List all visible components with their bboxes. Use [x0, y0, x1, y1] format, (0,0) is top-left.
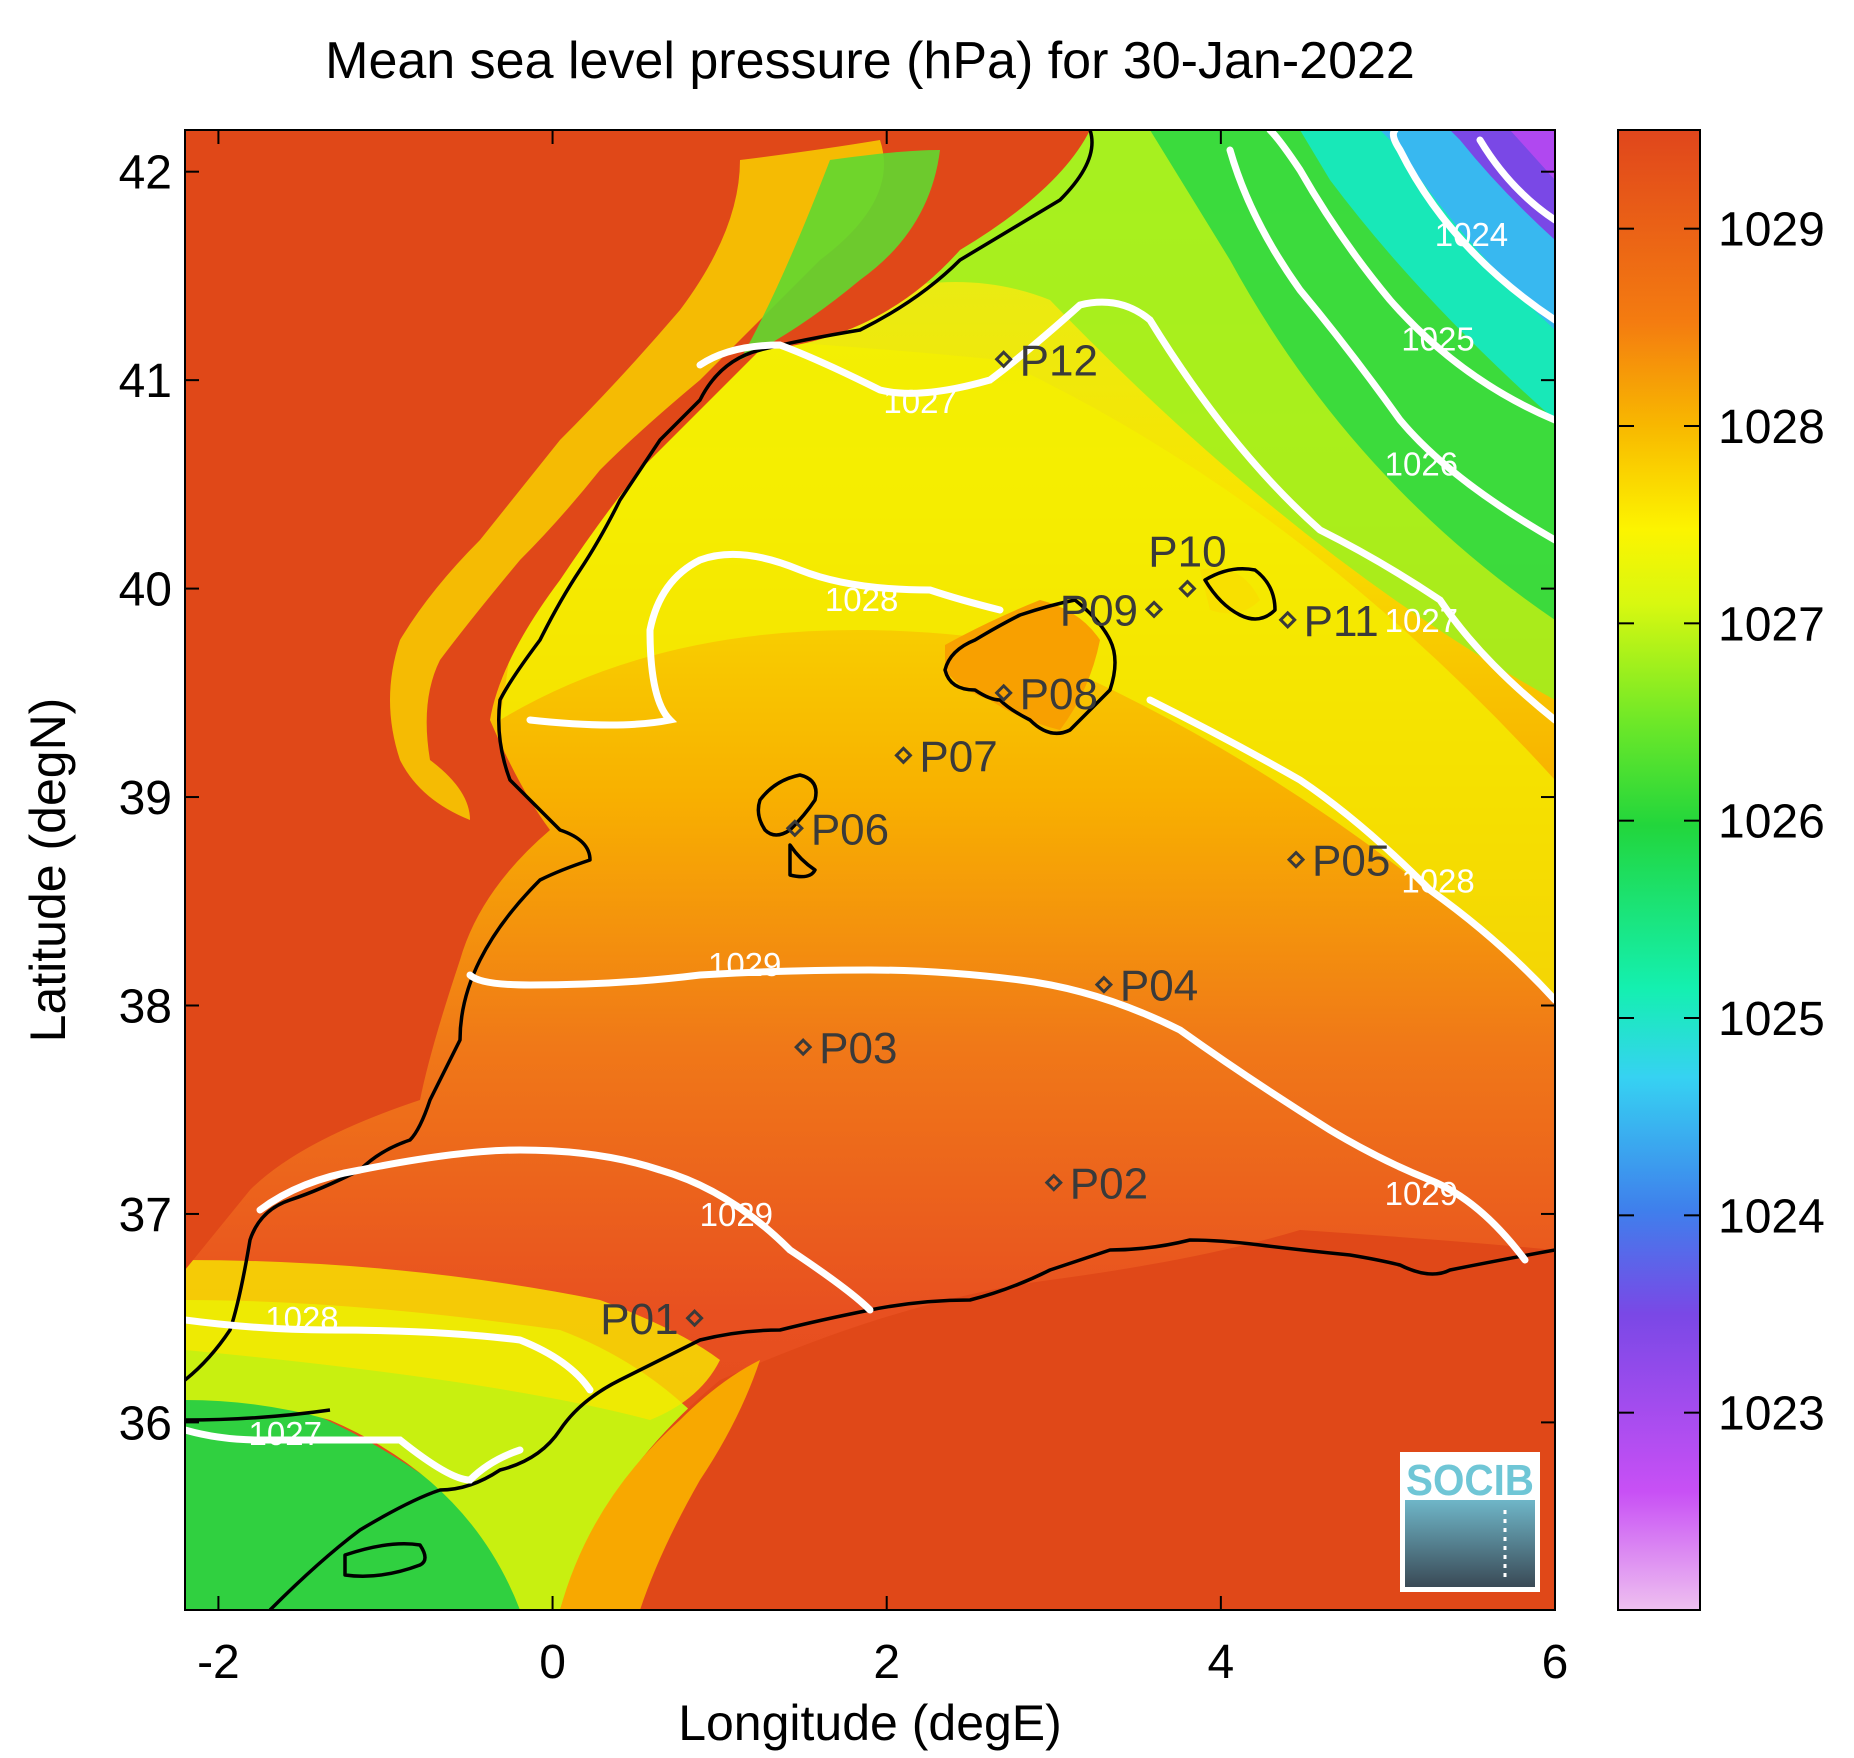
station-label: P06: [811, 805, 889, 854]
station-marker: [1178, 579, 1197, 598]
x-tick-label: 2: [873, 1636, 900, 1689]
station-marker: [1278, 610, 1297, 629]
colorbar-tick-label: 1025: [1718, 993, 1825, 1046]
station-marker: [1044, 1173, 1063, 1192]
plot-frame: [184, 129, 1556, 1611]
station-marker: [794, 1038, 813, 1057]
chart-title: Mean sea level pressure (hPa) for 30-Jan…: [325, 32, 1415, 90]
x-tick-label: 0: [539, 1636, 566, 1689]
contour-label: 1027: [1385, 602, 1458, 639]
station-label: P05: [1312, 837, 1390, 886]
station-marker: [785, 819, 804, 838]
colorbar-tick-label: 1028: [1718, 401, 1825, 454]
socib-logo-text: SOCIB: [1406, 1456, 1534, 1505]
contour-label: 1028: [825, 581, 898, 618]
station-label: P11: [1304, 597, 1379, 646]
station-label: P08: [1020, 670, 1098, 719]
x-axis-label: Longitude (degE): [678, 1695, 1062, 1751]
y-tick-label: 37: [119, 1189, 172, 1242]
y-tick-label: 39: [119, 772, 172, 825]
contour-label: 1028: [1401, 862, 1474, 899]
contour-label: 1028: [265, 1300, 338, 1337]
colorbar-tick-label: 1027: [1718, 598, 1825, 651]
y-tick-label: 40: [119, 564, 172, 617]
y-tick-label: 41: [119, 355, 172, 408]
colorbar-ticks: 1023 1024 1025 1026 1027 1028 1029: [1618, 204, 1825, 1441]
station-marker: [1286, 850, 1306, 869]
colorbar-tick-label: 1023: [1718, 1388, 1825, 1441]
contour-label: 1025: [1401, 320, 1474, 357]
station-marker: [894, 746, 913, 765]
x-axis-ticks: -2 0 2 4 6: [197, 130, 1568, 1689]
contour-label: 1026: [1385, 446, 1458, 483]
station-label: P09: [1060, 586, 1138, 635]
station-marker: [1094, 975, 1114, 994]
colorbar-tick-label: 1026: [1718, 796, 1825, 849]
contour-label: 1029: [700, 1196, 773, 1233]
pressure-field: [185, 130, 1555, 1610]
station-marker: [994, 683, 1013, 702]
contour-label: 1029: [708, 946, 781, 983]
station-label: P07: [919, 732, 997, 781]
contour-label: 1029: [1385, 1175, 1458, 1212]
y-tick-label: 38: [119, 980, 172, 1033]
station-label: P02: [1070, 1160, 1148, 1209]
colorbar-tick-label: 1029: [1718, 204, 1825, 257]
contour-label: 1024: [1435, 216, 1508, 253]
x-tick-label: -2: [197, 1636, 240, 1689]
y-axis-label: Latitude (degN): [20, 698, 76, 1043]
x-tick-label: 6: [1542, 1636, 1569, 1689]
isobar-contours: [185, 130, 1555, 1484]
socib-logo: SOCIB: [1400, 1452, 1540, 1592]
x-tick-label: 4: [1208, 1636, 1235, 1689]
colorbar: [1617, 129, 1701, 1611]
contour-label: 1027: [883, 383, 956, 420]
station-label: P01: [600, 1295, 678, 1344]
contour-label: 1027: [249, 1415, 322, 1452]
station-marker: [1144, 600, 1164, 619]
station-label: P12: [1020, 336, 1098, 385]
y-tick-label: 42: [119, 147, 172, 200]
colorbar-tick-label: 1024: [1718, 1190, 1825, 1243]
station-label: P04: [1120, 962, 1198, 1011]
station-marker: [994, 350, 1013, 369]
contour-labels: 1024 1025 1026 1027 1027 1028 1028 1029 1029 1029…: [249, 216, 1509, 1452]
station-marker: [685, 1309, 704, 1328]
y-axis-ticks: 36 37 38 39 40 41 42: [119, 147, 1555, 1450]
station-label: P10: [1148, 528, 1226, 577]
station-label: P03: [819, 1024, 897, 1073]
y-tick-label: 36: [119, 1397, 172, 1450]
